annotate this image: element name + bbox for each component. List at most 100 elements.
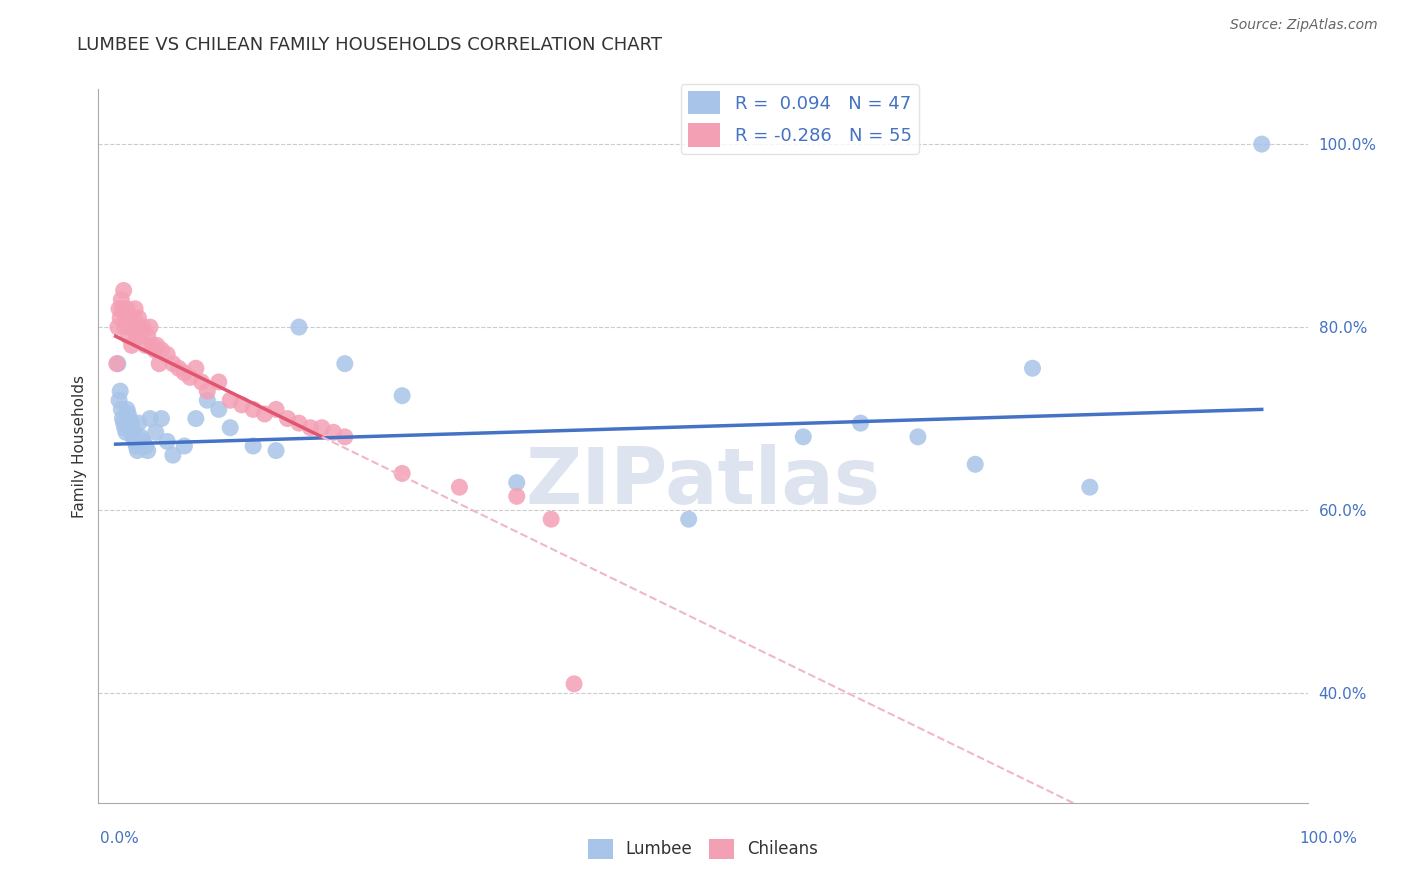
Point (108, 301, 131, 316)
Point (156, 347, 179, 361)
Point (231, 398, 253, 412)
Point (1250, 137, 1272, 152)
Point (322, 425, 344, 440)
Point (105, 357, 128, 371)
Point (132, 320, 155, 334)
Point (136, 329, 159, 343)
Point (264, 402, 287, 417)
Point (288, 320, 311, 334)
Point (333, 357, 356, 371)
Point (120, 420, 142, 434)
Point (678, 512, 700, 526)
Point (162, 357, 184, 371)
Point (110, 402, 132, 417)
Point (219, 393, 242, 408)
Text: Source: ZipAtlas.com: Source: ZipAtlas.com (1230, 18, 1378, 32)
Point (125, 439, 148, 453)
Point (139, 320, 162, 334)
Point (145, 425, 167, 440)
Point (121, 416, 143, 430)
Point (311, 420, 333, 434)
Point (108, 310, 131, 325)
Point (277, 411, 299, 425)
Point (208, 375, 231, 389)
Point (253, 407, 276, 421)
Point (150, 343, 173, 357)
Point (219, 420, 242, 434)
Point (120, 320, 142, 334)
Text: 100.0%: 100.0% (1299, 831, 1358, 846)
Point (134, 439, 156, 453)
Point (108, 393, 131, 408)
Point (162, 448, 184, 462)
Point (115, 310, 138, 325)
Point (115, 301, 138, 316)
Point (184, 411, 207, 425)
Point (128, 310, 150, 325)
Point (124, 434, 146, 449)
Point (122, 425, 145, 440)
Point (143, 343, 166, 357)
Point (190, 375, 212, 389)
Point (242, 439, 264, 453)
Point (184, 361, 207, 376)
Point (112, 416, 135, 430)
Point (107, 357, 129, 371)
Point (121, 338, 143, 352)
Legend: Lumbee, Chileans: Lumbee, Chileans (581, 832, 825, 866)
Point (111, 301, 134, 316)
Point (156, 434, 179, 449)
Point (128, 416, 150, 430)
Point (111, 411, 134, 425)
Text: ZIPatlas: ZIPatlas (526, 443, 880, 520)
Point (965, 458, 987, 472)
Point (136, 443, 159, 458)
Point (208, 402, 231, 417)
Point (139, 411, 162, 425)
Point (173, 439, 195, 453)
Point (1078, 480, 1101, 494)
Point (108, 384, 131, 398)
Point (146, 338, 169, 352)
Point (129, 329, 152, 343)
Point (506, 475, 529, 490)
Point (849, 416, 872, 430)
Point (127, 443, 149, 458)
Point (506, 489, 529, 503)
Point (195, 384, 218, 398)
Point (562, 677, 585, 691)
Point (107, 320, 129, 334)
Point (134, 338, 156, 352)
Point (1021, 361, 1043, 376)
Point (540, 512, 562, 526)
Point (333, 430, 356, 444)
Point (907, 430, 929, 444)
Point (150, 411, 173, 425)
Point (391, 467, 413, 481)
Point (118, 411, 141, 425)
Y-axis label: Family Households: Family Households (72, 375, 87, 517)
Point (117, 329, 139, 343)
Point (167, 361, 190, 376)
Point (391, 389, 413, 403)
Point (112, 284, 135, 298)
Text: LUMBEE VS CHILEAN FAMILY HOUSEHOLDS CORRELATION CHART: LUMBEE VS CHILEAN FAMILY HOUSEHOLDS CORR… (77, 36, 662, 54)
Point (179, 370, 201, 384)
Point (242, 402, 264, 417)
Point (121, 430, 143, 444)
Point (288, 416, 311, 430)
Point (110, 293, 132, 307)
Point (173, 366, 195, 380)
Point (115, 402, 138, 417)
Point (148, 357, 170, 371)
Point (114, 320, 136, 334)
Point (118, 310, 141, 325)
Point (449, 480, 471, 494)
Point (121, 320, 143, 334)
Point (792, 430, 814, 444)
Point (141, 338, 163, 352)
Point (114, 420, 136, 434)
Point (264, 443, 287, 458)
Point (122, 310, 145, 325)
Point (115, 425, 138, 440)
